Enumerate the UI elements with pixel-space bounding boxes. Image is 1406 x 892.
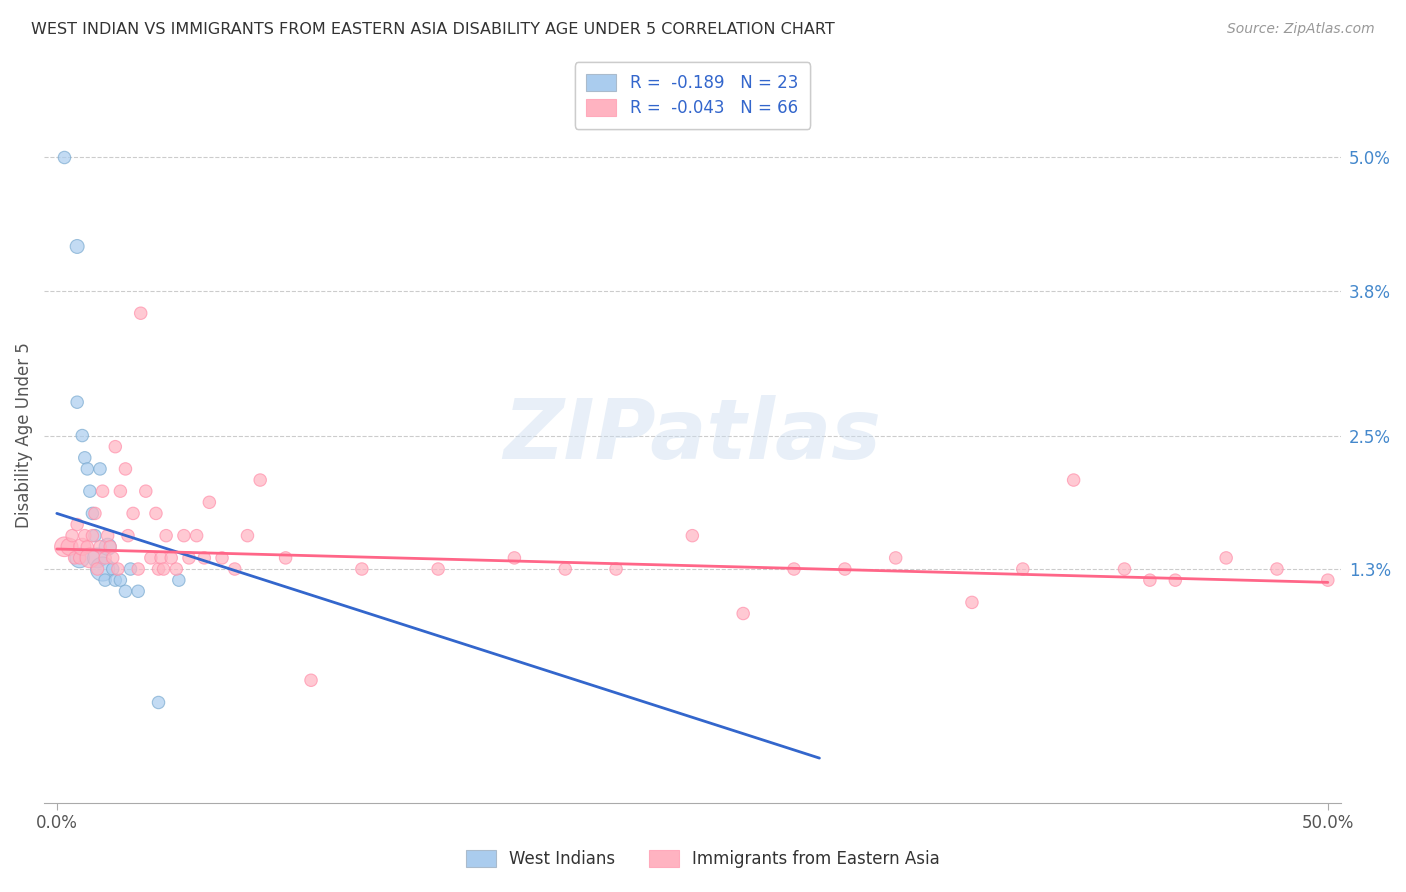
- Point: [1011, 562, 1033, 576]
- Point: [110, 573, 132, 587]
- Point: [155, 529, 177, 543]
- Point: [82, 507, 104, 521]
- Point: [76, 462, 98, 476]
- Point: [160, 550, 183, 565]
- Point: [73, 529, 96, 543]
- Point: [98, 540, 121, 554]
- Point: [173, 529, 195, 543]
- Point: [101, 562, 124, 576]
- Point: [91, 562, 114, 576]
- Point: [186, 529, 208, 543]
- Point: [1139, 573, 1161, 587]
- Point: [1215, 550, 1237, 565]
- Point: [177, 550, 200, 565]
- Point: [145, 507, 167, 521]
- Point: [1114, 562, 1136, 576]
- Point: [1063, 473, 1085, 487]
- Point: [91, 484, 114, 499]
- Point: [97, 529, 120, 543]
- Text: Source: ZipAtlas.com: Source: ZipAtlas.com: [1227, 22, 1375, 37]
- Point: [82, 529, 104, 543]
- Legend: R =  -0.189   N = 23, R =  -0.043   N = 66: R = -0.189 N = 23, R = -0.043 N = 66: [575, 62, 810, 128]
- Point: [89, 540, 111, 554]
- Point: [86, 562, 108, 576]
- Point: [127, 562, 149, 576]
- Point: [104, 573, 127, 587]
- Point: [148, 562, 170, 576]
- Point: [84, 507, 107, 521]
- Point: [236, 529, 259, 543]
- Point: [211, 550, 233, 565]
- Point: [783, 562, 806, 576]
- Y-axis label: Disability Age Under 5: Disability Age Under 5: [15, 343, 32, 528]
- Point: [274, 550, 297, 565]
- Point: [249, 473, 271, 487]
- Point: [148, 696, 170, 710]
- Legend: West Indians, Immigrants from Eastern Asia: West Indians, Immigrants from Eastern As…: [460, 843, 946, 875]
- Point: [73, 450, 96, 465]
- Point: [427, 562, 450, 576]
- Point: [70, 540, 93, 554]
- Point: [97, 540, 120, 554]
- Point: [834, 562, 856, 576]
- Point: [152, 562, 174, 576]
- Point: [60, 529, 83, 543]
- Point: [53, 151, 76, 165]
- Point: [605, 562, 627, 576]
- Point: [165, 562, 187, 576]
- Point: [104, 440, 127, 454]
- Point: [1316, 573, 1339, 587]
- Point: [193, 550, 215, 565]
- Point: [122, 507, 145, 521]
- Point: [89, 462, 111, 476]
- Point: [76, 540, 98, 554]
- Point: [94, 573, 117, 587]
- Point: [167, 573, 190, 587]
- Point: [503, 550, 526, 565]
- Point: [53, 540, 76, 554]
- Point: [79, 550, 101, 565]
- Point: [117, 529, 139, 543]
- Point: [114, 462, 136, 476]
- Point: [350, 562, 373, 576]
- Point: [84, 529, 107, 543]
- Point: [66, 239, 89, 253]
- Point: [79, 484, 101, 499]
- Text: WEST INDIAN VS IMMIGRANTS FROM EASTERN ASIA DISABILITY AGE UNDER 5 CORRELATION C: WEST INDIAN VS IMMIGRANTS FROM EASTERN A…: [31, 22, 835, 37]
- Point: [299, 673, 322, 688]
- Point: [150, 550, 173, 565]
- Point: [884, 550, 907, 565]
- Point: [101, 550, 124, 565]
- Point: [69, 550, 91, 565]
- Point: [63, 550, 86, 565]
- Point: [127, 584, 149, 599]
- Point: [110, 484, 132, 499]
- Point: [681, 529, 703, 543]
- Point: [554, 562, 576, 576]
- Point: [224, 562, 246, 576]
- Point: [960, 595, 983, 609]
- Point: [86, 550, 108, 565]
- Point: [120, 562, 142, 576]
- Point: [107, 562, 129, 576]
- Point: [198, 495, 221, 509]
- Point: [139, 550, 162, 565]
- Point: [1265, 562, 1288, 576]
- Point: [94, 550, 117, 565]
- Text: ZIPatlas: ZIPatlas: [503, 395, 882, 476]
- Point: [70, 428, 93, 442]
- Point: [66, 517, 89, 532]
- Point: [129, 306, 152, 320]
- Point: [135, 484, 157, 499]
- Point: [733, 607, 755, 621]
- Point: [58, 540, 80, 554]
- Point: [69, 550, 91, 565]
- Point: [1164, 573, 1187, 587]
- Point: [66, 395, 89, 409]
- Point: [114, 584, 136, 599]
